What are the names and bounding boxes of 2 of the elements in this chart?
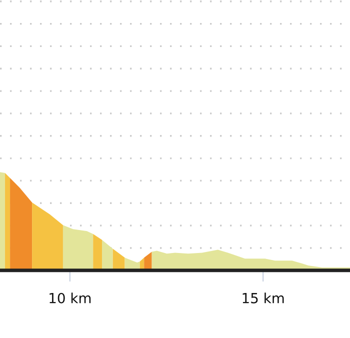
- x-tick-label: 10 km: [50, 292, 91, 304]
- x-tick-label: 15 km: [242, 292, 284, 304]
